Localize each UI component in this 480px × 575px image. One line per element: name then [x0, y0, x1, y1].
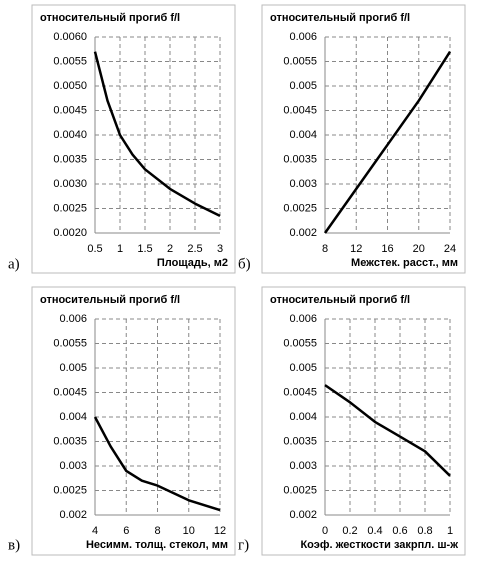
chart-title: относительный прогиб f/l [270, 12, 410, 24]
data-line [93, 416, 221, 512]
y-tick-label: 0.006 [59, 313, 87, 325]
y-tick-label: 0.0035 [53, 153, 87, 165]
y-tick-label: 0.0045 [53, 104, 87, 116]
chart-frame [261, 4, 466, 274]
data-line [93, 51, 221, 217]
y-tick-label: 0.0020 [53, 227, 87, 239]
y-tick-label: 0.003 [59, 460, 87, 472]
y-tick-label: 0.0035 [53, 435, 87, 447]
x-tick-label: 1 [117, 243, 123, 255]
y-tick-label: 0.005 [289, 80, 317, 92]
x-tick-label: 24 [444, 243, 456, 255]
y-tick-label: 0.006 [289, 313, 317, 325]
y-tick-label: 0.0025 [283, 202, 317, 214]
y-tick-label: 0.0055 [53, 337, 87, 349]
y-tick-label: 0.0055 [53, 55, 87, 67]
y-tick-label: 0.002 [289, 227, 317, 239]
y-tick-label: 0.0045 [53, 386, 87, 398]
x-tick-label: 8 [154, 525, 160, 537]
x-tick-label: 0.6 [392, 525, 407, 537]
y-tick-label: 0.004 [289, 129, 317, 141]
y-tick-label: 0.0050 [53, 80, 87, 92]
y-tick-label: 0.006 [289, 31, 317, 43]
y-tick-label: 0.0045 [283, 386, 317, 398]
y-tick-label: 0.0035 [283, 153, 317, 165]
x-tick-label: 0.2 [342, 525, 357, 537]
y-tick-label: 0.0025 [53, 484, 87, 496]
y-tick-label: 0.005 [289, 362, 317, 374]
x-tick-label: 12 [350, 243, 362, 255]
panel-label: г) [238, 537, 249, 553]
data-line [323, 51, 452, 234]
y-tick-label: 0.004 [59, 411, 87, 423]
y-tick-label: 0.0035 [283, 435, 317, 447]
x-tick-label: 0.4 [367, 525, 382, 537]
x-tick-label: 3 [217, 243, 223, 255]
x-tick-label: 2.5 [187, 243, 202, 255]
y-tick-label: 0.002 [59, 509, 87, 521]
y-tick-label: 0.0040 [53, 129, 87, 141]
x-axis-label: Межстек. расст., мм [351, 257, 458, 269]
panel-label: а) [8, 256, 20, 272]
x-tick-label: 1 [447, 525, 453, 537]
x-axis-label: Несимм. толщ. стекол, мм [86, 539, 228, 551]
y-tick-label: 0.0025 [53, 202, 87, 214]
x-tick-label: 4 [92, 525, 98, 537]
chart-title: относительный прогиб f/l [40, 294, 180, 306]
chart-frame [261, 286, 466, 556]
x-tick-label: 2 [167, 243, 173, 255]
x-tick-label: 12 [214, 525, 226, 537]
x-tick-label: 1.5 [137, 243, 152, 255]
x-tick-label: 0.5 [87, 243, 102, 255]
chart-title: относительный прогиб f/l [270, 294, 410, 306]
chart-frame [31, 286, 236, 556]
y-tick-label: 0.003 [289, 460, 317, 472]
y-tick-label: 0.0060 [53, 31, 87, 43]
x-tick-label: 8 [322, 243, 328, 255]
x-axis-label: Площадь, м2 [157, 257, 228, 269]
x-tick-label: 0.8 [417, 525, 432, 537]
x-tick-label: 0 [322, 525, 328, 537]
x-axis-label: Коэф. жесткости закрпл. ш-ж [300, 539, 458, 551]
y-tick-label: 0.0055 [283, 337, 317, 349]
x-tick-label: 6 [123, 525, 129, 537]
x-tick-label: 16 [381, 243, 393, 255]
y-tick-label: 0.0030 [53, 178, 87, 190]
y-tick-label: 0.004 [289, 411, 317, 423]
y-tick-label: 0.0045 [283, 104, 317, 116]
chart-frame [31, 4, 236, 274]
y-tick-label: 0.0025 [283, 484, 317, 496]
x-tick-label: 20 [413, 243, 425, 255]
panel-label: б) [238, 256, 251, 272]
y-tick-label: 0.0055 [283, 55, 317, 67]
chart-title: относительный прогиб f/l [40, 12, 180, 24]
panel-label: в) [8, 537, 20, 553]
x-tick-label: 10 [183, 525, 195, 537]
y-tick-label: 0.002 [289, 509, 317, 521]
y-tick-label: 0.003 [289, 178, 317, 190]
y-tick-label: 0.005 [59, 362, 87, 374]
data-line [324, 384, 451, 477]
